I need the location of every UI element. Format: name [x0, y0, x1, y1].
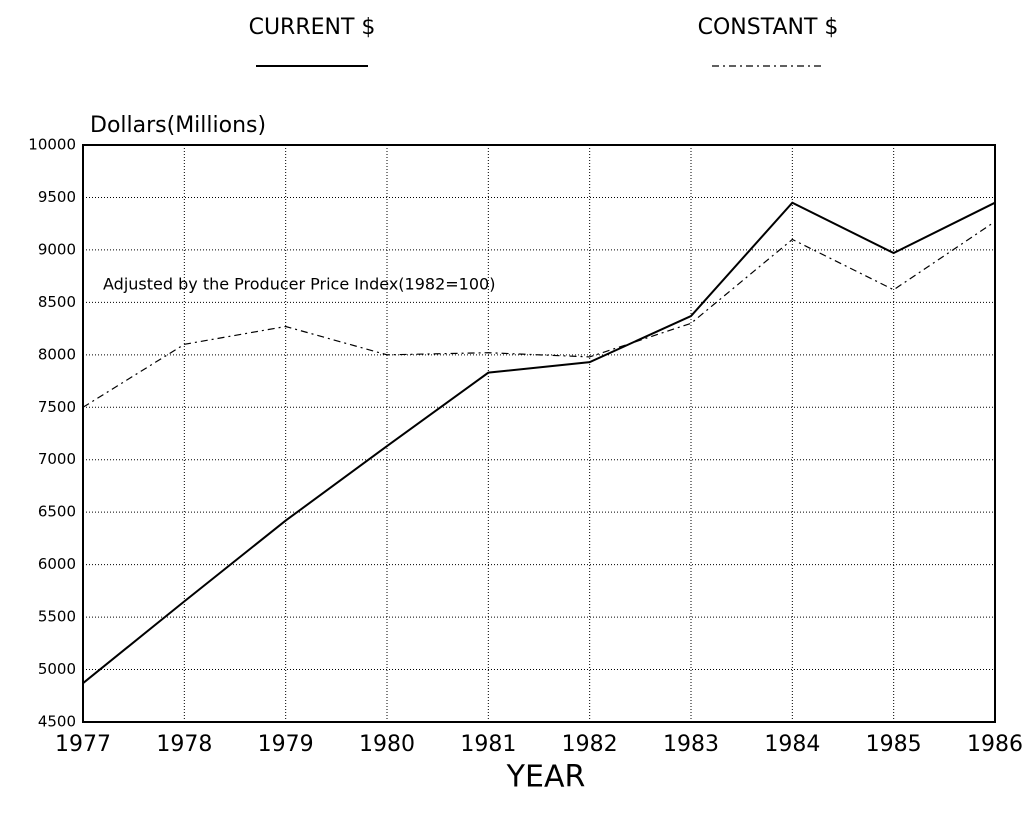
x-axis-label: YEAR: [506, 760, 586, 795]
line-series: [82, 221, 996, 408]
x-tick-label: 1978: [156, 732, 212, 757]
y-tick-label: 6500: [38, 503, 76, 521]
y-tick-label: 5500: [38, 608, 76, 626]
y-tick-label: 8500: [38, 293, 76, 311]
y-tick-label: 9500: [38, 188, 76, 206]
y-tick-label: 6000: [38, 555, 76, 573]
legend-label: CURRENT $: [249, 15, 376, 40]
x-tick-label: 1979: [258, 732, 314, 757]
y-tick-label: 10000: [28, 136, 76, 154]
y-tick-label: 5000: [38, 660, 76, 678]
annotation: Adjusted by the Producer Price Index(198…: [103, 275, 495, 294]
x-tick-label: 1986: [967, 732, 1023, 757]
y-tick-label: 4500: [38, 713, 76, 731]
line-series: [82, 201, 996, 684]
y-axis-label: Dollars(Millions): [90, 113, 266, 138]
y-tick-label: 7000: [38, 450, 76, 468]
y-tick-label: 7500: [38, 398, 76, 416]
y-tick-label: 9000: [38, 240, 76, 258]
x-tick-label: 1983: [663, 732, 719, 757]
x-tick-label: 1980: [359, 732, 415, 757]
plot-frame: [82, 144, 996, 723]
x-tick-label: 1985: [866, 732, 922, 757]
y-tick-label: 8000: [38, 345, 76, 363]
x-tick-label: 1984: [764, 732, 820, 757]
x-tick-label: 1982: [562, 732, 618, 757]
x-tick-label: 1977: [55, 732, 111, 757]
legend-label: CONSTANT $: [698, 15, 839, 40]
x-tick-label: 1981: [460, 732, 516, 757]
